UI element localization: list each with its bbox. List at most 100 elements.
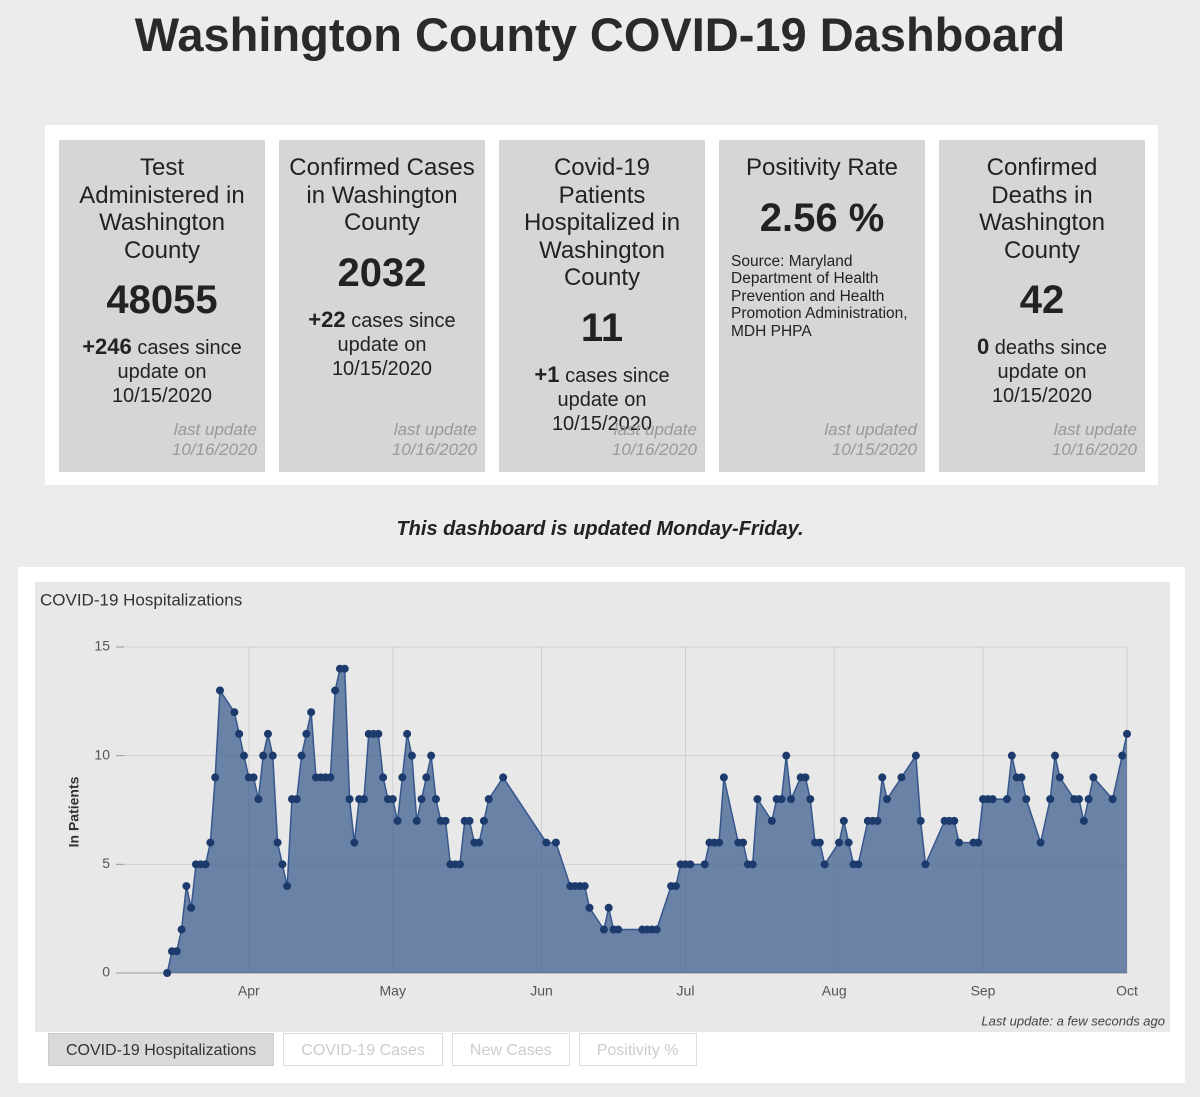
point bbox=[551, 838, 560, 847]
point bbox=[422, 773, 431, 782]
card-source: Source: Maryland Department of Health Pr… bbox=[731, 252, 908, 340]
point bbox=[307, 708, 316, 717]
point bbox=[839, 816, 848, 825]
point bbox=[359, 795, 368, 804]
card: Covid-19 Patients Hospitalized in Washin… bbox=[499, 140, 705, 472]
point bbox=[1084, 795, 1093, 804]
point bbox=[302, 729, 311, 738]
point bbox=[326, 773, 335, 782]
tabs: COVID-19 Hospitalizations COVID-19 Cases N… bbox=[48, 1033, 697, 1066]
point bbox=[753, 795, 762, 804]
change-text: cases since update on 10/15/2020 bbox=[331, 309, 456, 380]
point bbox=[1089, 773, 1098, 782]
x-tick-label: Sep bbox=[971, 983, 996, 999]
tab[interactable]: Positivity % bbox=[578, 1033, 697, 1066]
x-tick-label: Jun bbox=[530, 983, 553, 999]
point bbox=[163, 969, 172, 977]
card-change: 0 deaths since update on 10/15/2020 bbox=[949, 335, 1135, 408]
card-value: 48055 bbox=[106, 278, 218, 322]
card-footer: last update 10/16/2020 bbox=[391, 420, 477, 459]
point bbox=[801, 773, 810, 782]
point bbox=[455, 860, 464, 869]
change-value: +22 bbox=[308, 306, 346, 332]
point bbox=[239, 751, 248, 760]
point bbox=[806, 795, 815, 804]
point bbox=[585, 903, 594, 912]
y-tick-label: 15 bbox=[94, 638, 110, 654]
tab[interactable]: COVID-19 Hospitalizations bbox=[48, 1033, 275, 1066]
point bbox=[542, 838, 551, 847]
point bbox=[182, 882, 191, 891]
point bbox=[235, 729, 244, 738]
point bbox=[292, 795, 301, 804]
point bbox=[499, 773, 508, 782]
point bbox=[388, 795, 397, 804]
point bbox=[911, 751, 920, 760]
point bbox=[1108, 795, 1117, 804]
point bbox=[273, 838, 282, 847]
point bbox=[479, 816, 488, 825]
point bbox=[350, 838, 359, 847]
tab[interactable]: COVID-19 Cases bbox=[283, 1033, 443, 1066]
cards: Test Administered in Washington County 48… bbox=[45, 125, 1158, 485]
card-title: Positivity Rate bbox=[745, 154, 899, 181]
point bbox=[254, 795, 263, 804]
point bbox=[412, 816, 421, 825]
point bbox=[398, 773, 407, 782]
card-change: +22 cases since update on 10/15/2020 bbox=[289, 306, 475, 381]
card-value: 42 bbox=[1019, 278, 1065, 322]
point bbox=[465, 816, 474, 825]
point bbox=[777, 795, 786, 804]
chart-title: COVID-19 Hospitalizations bbox=[40, 590, 242, 609]
point bbox=[854, 860, 863, 869]
point bbox=[427, 751, 436, 760]
point bbox=[614, 925, 623, 934]
x-tick-label: Apr bbox=[238, 983, 260, 999]
point bbox=[835, 838, 844, 847]
point bbox=[1007, 751, 1016, 760]
point bbox=[172, 947, 181, 956]
point bbox=[599, 925, 608, 934]
x-tick-label: Aug bbox=[822, 983, 847, 999]
change-text: cases since update on 10/15/2020 bbox=[111, 337, 242, 407]
point bbox=[187, 903, 196, 912]
point bbox=[1123, 729, 1131, 738]
point bbox=[820, 860, 829, 869]
point bbox=[345, 795, 354, 804]
point bbox=[1118, 751, 1127, 760]
point bbox=[700, 860, 709, 869]
point bbox=[897, 773, 906, 782]
card-value: 2032 bbox=[337, 250, 427, 295]
point bbox=[278, 860, 287, 869]
card-footer: last update 10/16/2020 bbox=[1051, 420, 1137, 459]
point bbox=[283, 882, 292, 891]
point bbox=[715, 838, 724, 847]
point bbox=[484, 795, 493, 804]
card-footer: last update 10/16/2020 bbox=[611, 420, 697, 459]
point bbox=[249, 773, 258, 782]
point bbox=[1017, 773, 1026, 782]
point bbox=[331, 686, 340, 695]
card-title: Covid-19 Patients Hospitalized in Washin… bbox=[523, 154, 681, 291]
point bbox=[403, 729, 412, 738]
tab[interactable]: New Cases bbox=[451, 1033, 570, 1066]
change-value: 0 bbox=[976, 334, 990, 359]
x-tick-label: Oct bbox=[1116, 983, 1138, 999]
point bbox=[417, 795, 426, 804]
change-value: +1 bbox=[534, 361, 560, 387]
card-value: 2.56 % bbox=[759, 195, 885, 240]
point bbox=[671, 882, 680, 891]
chart: COVID-19 Hospitalizations In Patients La… bbox=[35, 582, 1170, 1032]
point bbox=[206, 838, 215, 847]
point bbox=[1079, 816, 1088, 825]
y-tick-label: 10 bbox=[94, 746, 110, 762]
card-change: +1 cases since update on 10/15/2020 bbox=[509, 361, 695, 436]
point bbox=[379, 773, 388, 782]
x-tick-label: Jul bbox=[677, 983, 695, 999]
point bbox=[950, 816, 959, 825]
card-change: +246 cases since update on 10/15/2020 bbox=[69, 335, 255, 408]
card: Confirmed Cases in Washington County 2032… bbox=[279, 140, 485, 472]
point bbox=[686, 860, 695, 869]
point bbox=[652, 925, 661, 934]
